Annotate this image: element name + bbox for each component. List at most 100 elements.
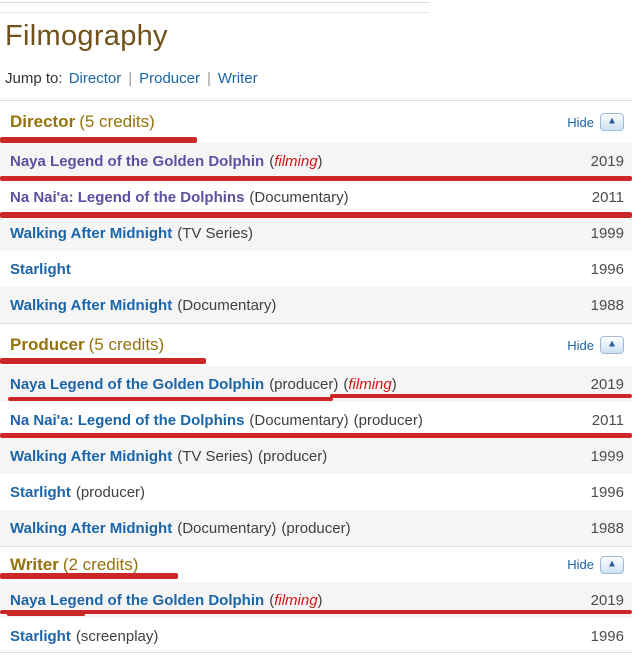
up-triangle-icon: ▲ [607,338,617,350]
section-rows: Naya Legend of the Golden Dolphin (filmi… [0,143,632,323]
title-link[interactable]: Naya Legend of the Golden Dolphin [10,152,265,170]
title-link[interactable]: Starlight [10,260,71,278]
jump-link-writer[interactable]: Writer [217,70,258,87]
section-name: Director [10,112,76,131]
title-link[interactable]: Naya Legend of the Golden Dolphin [10,591,265,609]
credit-year: 2019 [590,591,624,609]
credit-note: (screenplay) [75,627,159,645]
section-rows: Naya Legend of the Golden Dolphin (produ… [0,366,632,546]
filmography-row: Walking After Midnight (Documentary) 198… [0,287,632,323]
status-note: (filming) [343,375,397,393]
credit-notes: (producer) (filming) [264,376,397,393]
credit-note: (Documentary) [177,519,277,537]
credit-note: (producer) [281,519,351,537]
credit-notes: (filming) [264,153,322,170]
jump-link-producer[interactable]: Producer [139,70,200,87]
credit-year: 1988 [590,519,624,537]
title-link[interactable]: Naya Legend of the Golden Dolphin [10,375,265,393]
filmography-row: Na Nai'a: Legend of the Dolphins (Docume… [0,402,632,438]
collapse-button[interactable]: ▲ [600,336,624,354]
title-link[interactable]: Walking After Midnight [10,447,173,465]
credit-year: 1988 [590,296,624,314]
section-name: Writer [10,554,59,574]
section-header: Writer (2 credits) Hide ▲ [0,547,632,582]
credit-note: (TV Series) [177,447,254,465]
section-header: Producer (5 credits) Hide ▲ [0,324,632,366]
section-title: Director (5 credits) [10,112,155,132]
filmography-row: Walking After Midnight (TV Series) 1999 [0,215,632,251]
credit-year: 1999 [590,447,624,465]
hide-link[interactable]: Hide [567,557,594,572]
title-link[interactable]: Na Nai'a: Legend of the Dolphins [10,411,245,429]
section-header: Director (5 credits) Hide ▲ [0,101,632,143]
credit-notes: (Documentary) (producer) [172,520,350,537]
credit-note: (producer) [75,483,146,501]
filmography-row: Walking After Midnight (TV Series) (produ… [0,438,632,474]
hide-control: Hide ▲ [567,555,624,574]
credit-year: 2019 [590,375,624,393]
filmography-section-director: Director (5 credits) Hide ▲ Naya Legend o… [0,100,632,323]
title-link[interactable]: Starlight [10,627,71,645]
section-credit-count: (5 credits) [79,112,155,131]
filmography-row: Walking After Midnight (Documentary) (pro… [0,510,632,546]
credit-note: (producer) [269,375,339,393]
credit-notes: (Documentary) [244,189,348,206]
separator: | [207,70,211,87]
section-title: Producer (5 credits) [10,335,164,355]
credit-year: 1996 [590,627,624,645]
previous-section-border-top [0,2,430,3]
page-title: Filmography [5,20,168,52]
credit-note: (producer) [353,411,423,429]
credit-year: 2011 [591,411,624,429]
previous-section-border-bottom [0,12,430,13]
filmography-row: Na Nai'a: Legend of the Dolphins (Docume… [0,179,632,215]
filmography-row: Naya Legend of the Golden Dolphin (produ… [0,366,632,402]
section-name: Producer [10,335,85,354]
title-link[interactable]: Starlight [10,483,71,501]
hide-link[interactable]: Hide [567,114,594,130]
hide-control: Hide ▲ [567,113,624,131]
hide-control: Hide ▲ [567,336,624,354]
filmography-row: Naya Legend of the Golden Dolphin (filmi… [0,582,632,618]
filmography-table: Director (5 credits) Hide ▲ Naya Legend o… [0,100,632,654]
credit-year: 1996 [590,483,624,501]
credit-notes: (producer) [71,484,145,501]
credit-notes: (screenplay) [71,628,159,645]
title-link[interactable]: Walking After Midnight [10,296,173,314]
collapse-button[interactable]: ▲ [600,555,624,574]
credit-note: (Documentary) [249,411,349,429]
credit-note: (TV Series) [177,224,254,242]
section-title: Writer (2 credits) [10,555,138,575]
separator: | [128,70,133,87]
status-note: (filming) [269,152,323,170]
credit-notes: (TV Series) [172,225,253,242]
title-link[interactable]: Walking After Midnight [10,224,173,242]
credit-year: 2011 [591,188,624,206]
filmography-row: Naya Legend of the Golden Dolphin (filmi… [0,143,632,179]
up-triangle-icon: ▲ [607,115,617,127]
credit-note: (Documentary) [177,296,277,314]
hide-link[interactable]: Hide [567,337,594,353]
filmography-section-producer: Producer (5 credits) Hide ▲ Naya Legend o… [0,323,632,546]
filmography-row: Starlight 1996 [0,251,632,287]
jump-link-director[interactable]: Director [68,70,122,87]
credit-notes: (TV Series) (producer) [172,448,327,465]
up-triangle-icon: ▲ [607,558,617,569]
filmography-row: Starlight (producer) 1996 [0,474,632,510]
collapse-button[interactable]: ▲ [600,113,624,131]
title-link[interactable]: Na Nai'a: Legend of the Dolphins [10,188,245,206]
filmography-section-writer: Writer (2 credits) Hide ▲ Naya Legend of … [0,546,632,654]
filmography-row: Starlight (screenplay) 1996 [0,618,632,654]
credit-note: (Documentary) [249,188,349,206]
credit-year: 1996 [590,260,624,278]
credit-notes: (Documentary) [172,297,276,314]
jump-to-label: Jump to: [5,70,63,87]
section-credit-count: (2 credits) [62,554,139,574]
section-credit-count: (5 credits) [88,335,165,354]
credit-year: 1999 [590,224,624,242]
section-rows: Naya Legend of the Golden Dolphin (filmi… [0,582,632,654]
credit-notes: (Documentary) (producer) [244,412,422,429]
credit-year: 2019 [590,152,624,170]
title-link[interactable]: Walking After Midnight [10,519,173,537]
status-note: (filming) [269,591,323,609]
